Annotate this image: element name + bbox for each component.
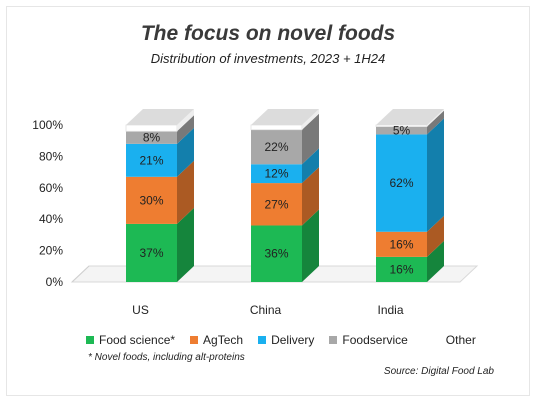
legend-item-agtech: AgTech bbox=[190, 333, 243, 347]
data-label: 62% bbox=[389, 176, 413, 190]
y-tick-label: 60% bbox=[39, 181, 63, 195]
bar-side-face bbox=[177, 127, 194, 177]
bar-side-face bbox=[177, 160, 194, 224]
bar-segment bbox=[376, 126, 427, 135]
data-label: 22% bbox=[264, 140, 288, 154]
axis-line bbox=[71, 265, 90, 283]
y-tick-label: 20% bbox=[39, 244, 63, 258]
data-label: 16% bbox=[389, 262, 413, 276]
bar-side-face bbox=[302, 167, 319, 226]
legend-swatch bbox=[432, 336, 441, 344]
legend-swatch bbox=[329, 336, 338, 344]
bar-side-face bbox=[427, 240, 444, 282]
bar-segment bbox=[251, 164, 302, 184]
source-note: Source: Digital Food Lab bbox=[383, 366, 494, 377]
legend-label: AgTech bbox=[203, 333, 244, 347]
bar-side-face bbox=[177, 207, 194, 282]
legend-label: Delivery bbox=[271, 333, 315, 347]
data-label: 37% bbox=[139, 246, 163, 260]
bar-side-face bbox=[302, 113, 319, 165]
data-label: 16% bbox=[389, 237, 413, 251]
legend-item-other: Other bbox=[432, 333, 476, 347]
bar-segment bbox=[251, 183, 302, 226]
data-label: 5% bbox=[393, 123, 411, 137]
data-label: 36% bbox=[264, 247, 288, 261]
bar-segment bbox=[250, 124, 303, 131]
bar-segment bbox=[251, 225, 302, 282]
bar-side-face bbox=[427, 109, 444, 127]
bar-segment bbox=[376, 256, 427, 282]
legend-label: Foodservice bbox=[342, 333, 408, 347]
bar-side-face bbox=[427, 110, 444, 135]
bar-segment bbox=[126, 143, 177, 177]
data-label: 30% bbox=[139, 193, 163, 207]
bar-top-face bbox=[126, 109, 194, 125]
x-category-label: India bbox=[377, 303, 403, 317]
bar-side-face bbox=[177, 115, 194, 144]
bar-segment bbox=[126, 223, 177, 282]
legend-swatch bbox=[258, 336, 267, 344]
legend-item-foodservice: Foodservice bbox=[329, 333, 408, 347]
bar-segment bbox=[376, 134, 427, 232]
chart-subtitle: Distribution of investments, 2023 + 1H24 bbox=[150, 51, 386, 66]
bar-side-face bbox=[427, 118, 444, 232]
legend-item-food-science: Food science* bbox=[86, 333, 175, 347]
footnote: * Novel foods, including alt-proteins bbox=[88, 352, 245, 363]
y-tick-label: 0% bbox=[46, 275, 64, 289]
y-tick-label: 40% bbox=[39, 212, 63, 226]
bar-segment bbox=[376, 231, 427, 257]
chart-legend: Food science* AgTech Delivery Foodservic… bbox=[86, 331, 491, 349]
x-category-label: China bbox=[250, 303, 282, 317]
data-label: 12% bbox=[264, 167, 288, 181]
data-label: 21% bbox=[139, 153, 163, 167]
x-category-label: US bbox=[132, 303, 149, 317]
data-label: 27% bbox=[264, 197, 288, 211]
y-tick-label: 100% bbox=[32, 118, 63, 132]
bar-side-face bbox=[427, 215, 444, 257]
bar-segment bbox=[126, 176, 177, 224]
bar-side-face bbox=[302, 109, 319, 130]
bar-segment bbox=[251, 129, 302, 165]
legend-swatch bbox=[86, 336, 94, 344]
data-label: 8% bbox=[143, 131, 161, 145]
bar-side-face bbox=[302, 148, 319, 184]
bar-side-face bbox=[177, 109, 194, 132]
chart-title: The focus on novel foods bbox=[140, 22, 396, 45]
y-tick-label: 80% bbox=[39, 149, 63, 163]
bar-top-face bbox=[251, 109, 319, 125]
legend-swatch bbox=[190, 336, 199, 344]
bar-top-face bbox=[376, 109, 444, 125]
bar-side-face bbox=[302, 209, 319, 282]
legend-label: Other bbox=[445, 333, 476, 347]
bar-segment bbox=[126, 131, 177, 144]
legend-label: Food science* bbox=[99, 333, 176, 347]
legend-item-delivery: Delivery bbox=[258, 333, 314, 347]
